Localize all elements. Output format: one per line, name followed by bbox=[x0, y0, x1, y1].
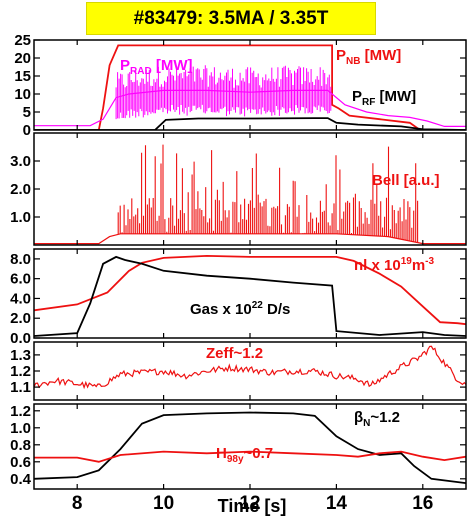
ytick-label: 1.2 bbox=[10, 363, 31, 380]
series-1-0-spikes bbox=[117, 144, 419, 243]
ytick-label: 2.0 bbox=[10, 310, 31, 327]
panel-5-series bbox=[34, 411, 466, 484]
ytick-label: 20 bbox=[14, 50, 31, 67]
label-pnb: PNB [MW] bbox=[336, 47, 401, 67]
ytick-label: 0.4 bbox=[10, 471, 32, 488]
series-4-0 bbox=[34, 411, 466, 484]
panel-4-series bbox=[34, 345, 466, 390]
ytick-label: 2.0 bbox=[10, 181, 31, 198]
ytick-label: 0.8 bbox=[10, 437, 31, 454]
ytick-label: 0 bbox=[23, 122, 31, 139]
ytick-label: 0.0 bbox=[10, 330, 31, 347]
ytick-label: 1.0 bbox=[10, 209, 31, 226]
ytick-label: 6.0 bbox=[10, 271, 31, 288]
ytick-label: 4.0 bbox=[10, 290, 31, 307]
label-zeff: Zeff~1.2 bbox=[206, 345, 263, 362]
ytick-label: 1.2 bbox=[10, 403, 31, 420]
xtick-label: 8 bbox=[72, 493, 83, 514]
panel-2-series bbox=[34, 144, 466, 245]
series-3-0 bbox=[34, 345, 466, 390]
series-4-1 bbox=[34, 450, 466, 463]
series-2-0 bbox=[34, 254, 466, 326]
ytick-label: 1.0 bbox=[10, 420, 31, 437]
label-h98y: H98y~0.7 bbox=[216, 445, 273, 465]
panel-1-series bbox=[34, 44, 466, 130]
xtick-label: 10 bbox=[153, 493, 174, 514]
ytick-label: 8.0 bbox=[10, 251, 31, 268]
label-bell: Bell [a.u.] bbox=[372, 172, 440, 189]
ytick-label: 3.0 bbox=[10, 153, 31, 170]
xtick-label: 12 bbox=[239, 493, 260, 514]
ytick-label: 0.6 bbox=[10, 454, 31, 471]
ytick-label: 1.3 bbox=[10, 347, 31, 364]
label-gas: Gas x 1022 D/s bbox=[190, 300, 290, 318]
label-betan: βN~1.2 bbox=[354, 409, 400, 429]
ytick-label: 5 bbox=[23, 104, 31, 121]
xtick-label: 16 bbox=[412, 493, 433, 514]
ytick-label: 10 bbox=[14, 86, 31, 103]
series-2-1 bbox=[34, 255, 466, 337]
chart-title: #83479: 3.5MA / 3.35T bbox=[86, 2, 376, 35]
xtick-label: 14 bbox=[326, 493, 348, 514]
ytick-label: 1.1 bbox=[10, 379, 31, 396]
panel-3-series bbox=[34, 254, 466, 337]
x-axis-label: Time [s] bbox=[218, 496, 287, 516]
label-nl: nl x 1019m-3 bbox=[354, 256, 435, 274]
series-0-2 bbox=[34, 117, 466, 130]
series-0-1-texture bbox=[115, 65, 332, 120]
ytick-label: 25 bbox=[14, 32, 31, 49]
ytick-label: 15 bbox=[14, 68, 31, 85]
label-prad: PRAD [MW] bbox=[120, 57, 193, 77]
series-1-0 bbox=[34, 233, 466, 245]
label-prf: PRF [MW] bbox=[352, 88, 416, 108]
